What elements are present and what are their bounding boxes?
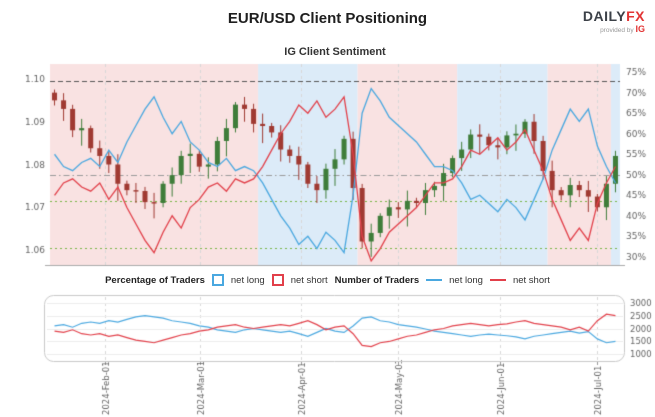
dailyfx-logo: DAILYFX provided by IG (583, 8, 645, 35)
page-title: EUR/USD Client Positioning (227, 10, 428, 27)
dailyfx-wordmark: DAILYFX (583, 8, 645, 24)
net-long-square-swatch (211, 274, 224, 286)
legend-net-long-count-label: net long (449, 274, 483, 286)
net-short-line-swatch (489, 279, 506, 281)
logo-daily: DAILY (582, 8, 627, 24)
legend-net-short-pct-label: net short (290, 274, 328, 286)
net-short-square-swatch (271, 274, 284, 286)
legend-percentage-label: Percentage of Traders (105, 274, 205, 286)
ig-logo: IG (635, 24, 645, 35)
legend-net-long-pct-label: net long (230, 274, 265, 286)
logo-fx: FX (626, 8, 645, 24)
provided-by-label: provided by (600, 27, 634, 35)
legend-number-label: Number of Traders (334, 274, 420, 286)
net-long-line-swatch (426, 279, 443, 281)
provided-by: provided by IG (583, 24, 645, 34)
chart-subtitle: IG Client Sentiment (284, 46, 386, 58)
legend-net-short-count-label: net short (512, 274, 550, 286)
legend: Percentage of Traders net long net short… (0, 274, 655, 286)
